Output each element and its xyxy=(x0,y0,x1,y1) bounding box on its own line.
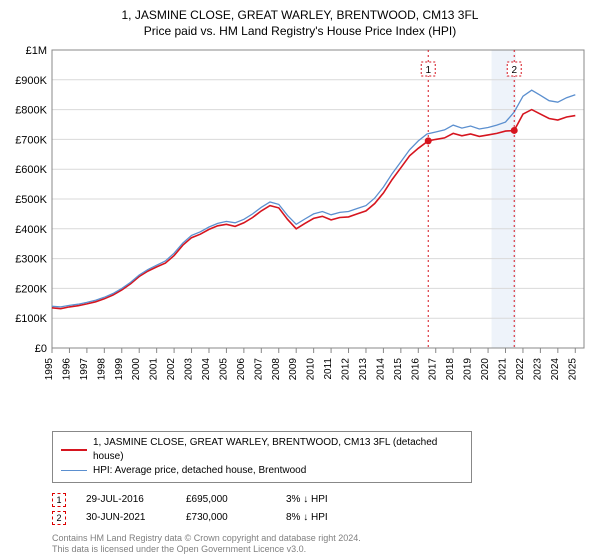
footer-line-2: This data is licensed under the Open Gov… xyxy=(52,544,592,556)
svg-text:2015: 2015 xyxy=(393,358,404,381)
svg-text:£700K: £700K xyxy=(15,134,47,146)
chart-plot-area: £0 £100K £200K £300K £400K £500K £600K £700K £80… xyxy=(8,44,592,425)
footer-line-1: Contains HM Land Registry data © Crown c… xyxy=(52,533,592,545)
svg-text:2: 2 xyxy=(511,65,517,76)
svg-text:2005: 2005 xyxy=(218,358,229,381)
legend-label-hpi: HPI: Average price, detached house, Bren… xyxy=(93,464,306,478)
footer-attribution: Contains HM Land Registry data © Crown c… xyxy=(52,533,592,556)
svg-text:2007: 2007 xyxy=(253,358,264,381)
txn-price: £695,000 xyxy=(186,494,266,505)
svg-text:2016: 2016 xyxy=(410,358,421,381)
svg-text:1996: 1996 xyxy=(61,358,72,381)
chart-title: 1, JASMINE CLOSE, GREAT WARLEY, BRENTWOO… xyxy=(8,8,592,22)
svg-text:2004: 2004 xyxy=(201,358,212,381)
txn-date: 30-JUN-2021 xyxy=(86,512,166,523)
legend-item-hpi: HPI: Average price, detached house, Bren… xyxy=(61,464,463,478)
svg-text:2020: 2020 xyxy=(480,358,491,381)
svg-text:1998: 1998 xyxy=(96,358,107,381)
svg-text:2010: 2010 xyxy=(306,358,317,381)
chart-container: 1, JASMINE CLOSE, GREAT WARLEY, BRENTWOO… xyxy=(0,0,600,560)
txn-delta: 3% ↓ HPI xyxy=(286,494,366,505)
svg-text:£100K: £100K xyxy=(15,313,47,325)
chart-subtitle: Price paid vs. HM Land Registry's House … xyxy=(8,24,592,38)
svg-text:£300K: £300K xyxy=(15,254,47,266)
svg-text:2018: 2018 xyxy=(445,358,456,381)
legend-swatch-property xyxy=(61,449,87,451)
svg-text:2021: 2021 xyxy=(498,358,509,381)
svg-text:2001: 2001 xyxy=(149,358,160,381)
txn-delta: 8% ↓ HPI xyxy=(286,512,366,523)
svg-text:£800K: £800K xyxy=(15,105,47,117)
svg-text:£600K: £600K xyxy=(15,164,47,176)
svg-text:£900K: £900K xyxy=(15,75,47,87)
legend-label-property: 1, JASMINE CLOSE, GREAT WARLEY, BRENTWOO… xyxy=(93,436,463,464)
svg-text:2022: 2022 xyxy=(515,358,526,381)
svg-text:£0: £0 xyxy=(35,343,47,355)
svg-text:2002: 2002 xyxy=(166,358,177,381)
table-row: 2 30-JUN-2021 £730,000 8% ↓ HPI xyxy=(52,509,592,527)
svg-text:2011: 2011 xyxy=(323,358,334,380)
table-row: 1 29-JUL-2016 £695,000 3% ↓ HPI xyxy=(52,491,592,509)
txn-price: £730,000 xyxy=(186,512,266,523)
svg-text:2014: 2014 xyxy=(375,358,386,381)
svg-text:1995: 1995 xyxy=(44,358,55,381)
svg-text:2009: 2009 xyxy=(288,358,299,381)
svg-text:2013: 2013 xyxy=(358,358,369,381)
svg-text:£400K: £400K xyxy=(15,224,47,236)
svg-text:2000: 2000 xyxy=(131,358,142,381)
svg-text:2003: 2003 xyxy=(184,358,195,381)
legend: 1, JASMINE CLOSE, GREAT WARLEY, BRENTWOO… xyxy=(52,431,472,483)
svg-text:2019: 2019 xyxy=(463,358,474,381)
txn-date: 29-JUL-2016 xyxy=(86,494,166,505)
marker-badge-2: 2 xyxy=(52,511,66,525)
svg-text:2023: 2023 xyxy=(532,358,543,381)
transactions-table: 1 29-JUL-2016 £695,000 3% ↓ HPI 2 30-JUN… xyxy=(52,491,592,527)
svg-text:2017: 2017 xyxy=(428,358,439,381)
svg-text:2025: 2025 xyxy=(567,358,578,381)
svg-text:£500K: £500K xyxy=(15,194,47,206)
svg-text:1: 1 xyxy=(425,65,431,76)
svg-text:1997: 1997 xyxy=(79,358,90,381)
svg-text:2024: 2024 xyxy=(550,358,561,381)
svg-text:2008: 2008 xyxy=(271,358,282,381)
svg-text:1999: 1999 xyxy=(114,358,125,381)
svg-text:2012: 2012 xyxy=(341,358,352,381)
svg-text:2006: 2006 xyxy=(236,358,247,381)
marker-badge-1: 1 xyxy=(52,493,66,507)
legend-swatch-hpi xyxy=(61,470,87,471)
line-chart-svg: £0 £100K £200K £300K £400K £500K £600K £700K £80… xyxy=(8,44,592,392)
svg-text:£200K: £200K xyxy=(15,283,47,295)
legend-item-property: 1, JASMINE CLOSE, GREAT WARLEY, BRENTWOO… xyxy=(61,436,463,464)
svg-text:£1M: £1M xyxy=(26,45,47,57)
